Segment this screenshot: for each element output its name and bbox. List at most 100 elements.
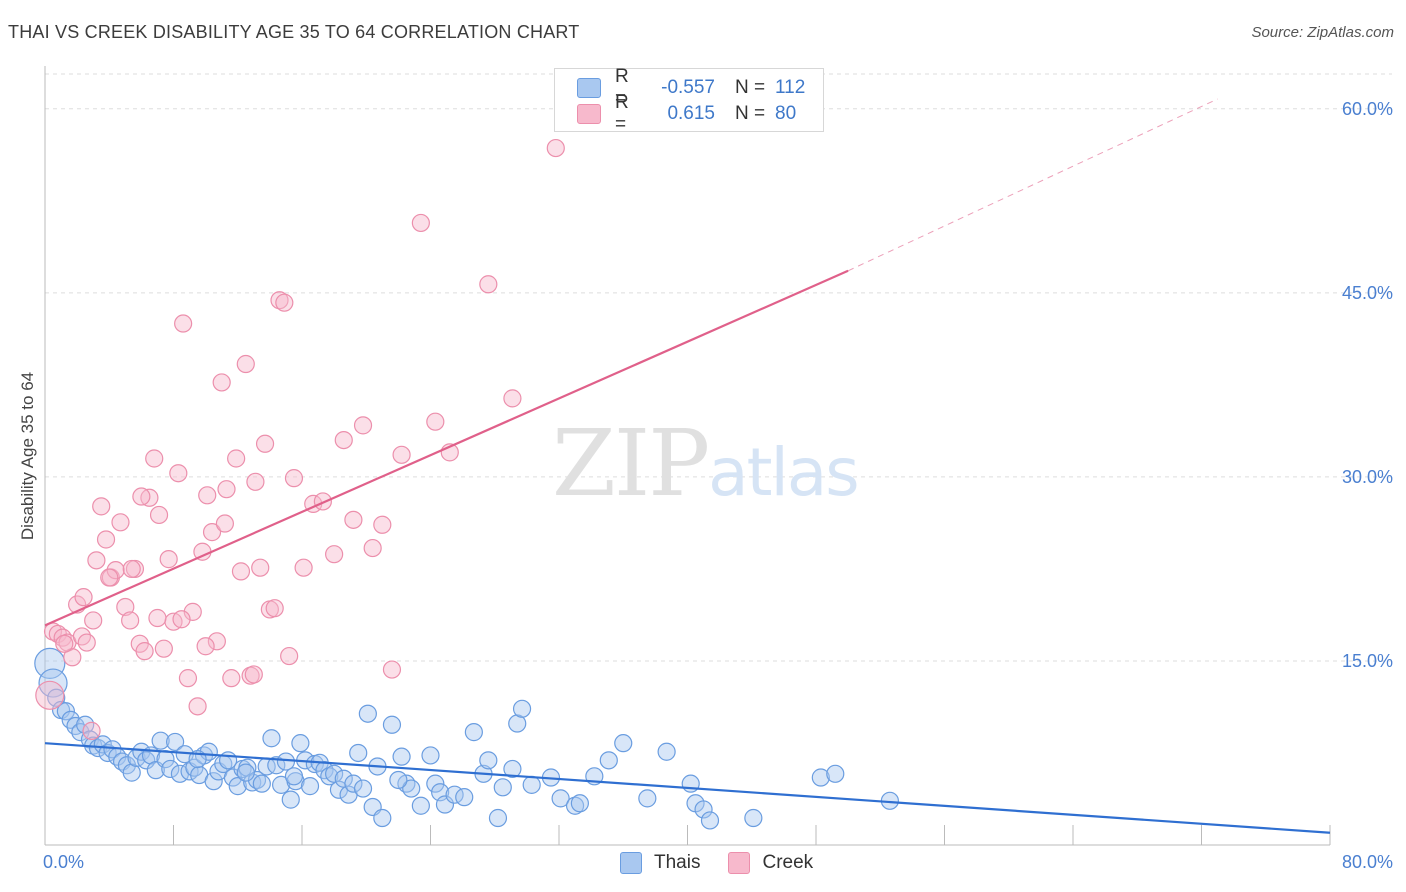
- creek-point: [363, 538, 382, 558]
- creek-point: [148, 608, 167, 628]
- creek-point: [172, 610, 191, 629]
- thais-point: [166, 732, 185, 752]
- y-tick-label: 30.0%: [1342, 467, 1393, 487]
- thais-point: [435, 795, 455, 814]
- creek-point: [294, 558, 313, 577]
- source-label: Source: ZipAtlas.com: [1251, 24, 1394, 41]
- thais-point: [243, 773, 262, 792]
- creek-point: [183, 602, 202, 621]
- creek-point: [132, 487, 151, 506]
- creek-point: [74, 588, 93, 607]
- creek-point: [270, 291, 289, 310]
- thais-point: [252, 774, 271, 793]
- thais-point: [56, 702, 75, 721]
- thais-point: [320, 767, 339, 786]
- creek-point: [215, 514, 234, 533]
- thais-point: [479, 751, 498, 770]
- thais-point: [744, 808, 763, 828]
- legend-item-thais[interactable]: Thais: [620, 852, 700, 874]
- creek-point: [149, 505, 169, 525]
- legend-row-creek: R = 0.615 N = 80: [577, 92, 797, 135]
- legend-n-value: 80: [775, 103, 797, 124]
- creek-point: [217, 480, 236, 499]
- thais-point: [358, 704, 377, 723]
- thais-point: [811, 768, 830, 787]
- creek-point: [280, 646, 299, 666]
- creek-trend-extension: [847, 98, 1218, 272]
- legend-r-label: R =: [615, 66, 629, 109]
- creek-point: [87, 551, 106, 570]
- thais-point: [349, 743, 368, 763]
- creek-point: [212, 373, 231, 392]
- creek-point: [284, 469, 304, 488]
- creek-point: [154, 639, 173, 658]
- y-tick-label: 45.0%: [1342, 283, 1393, 303]
- thais-point: [161, 759, 180, 779]
- thais-legend-swatch: [620, 852, 642, 874]
- thais-legend-label: Thais: [654, 852, 701, 873]
- creek-point: [135, 642, 154, 661]
- creek-point: [244, 665, 263, 684]
- creek-point: [96, 530, 116, 549]
- creek-point: [174, 314, 193, 333]
- legend-row-thais: R = -0.557 N = 112: [577, 66, 805, 109]
- creek-point: [116, 597, 135, 617]
- thais-point: [353, 779, 373, 798]
- creek-point: [55, 634, 74, 653]
- creek-point: [426, 412, 445, 431]
- creek-point: [231, 562, 251, 581]
- creek-point: [255, 434, 275, 453]
- creek-point: [265, 599, 284, 618]
- thais-point: [34, 647, 66, 680]
- creek-point: [411, 213, 430, 233]
- legend-r-value: 0.615: [667, 103, 715, 124]
- thais-point: [204, 772, 223, 791]
- creek-point: [503, 389, 522, 408]
- creek-point: [373, 515, 392, 534]
- thais-point: [344, 774, 363, 793]
- legend-r-value: -0.557: [661, 77, 715, 98]
- thais-point: [199, 742, 218, 761]
- thais-point: [291, 734, 310, 753]
- creek-point: [236, 354, 255, 374]
- creek-point: [334, 430, 353, 450]
- tick-labels: 15.0% 30.0% 45.0% 60.0% 0.0% 80.0%: [43, 99, 1393, 872]
- creek-point: [72, 627, 92, 646]
- creek-point: [227, 449, 246, 468]
- creek-points: [35, 138, 565, 740]
- chart-title: THAI VS CREEK DISABILITY AGE 35 TO 64 CO…: [8, 22, 580, 42]
- creek-legend-label: Creek: [762, 852, 814, 873]
- thais-point: [284, 767, 304, 786]
- watermark-zip: ZIP: [552, 410, 710, 517]
- creek-point: [111, 513, 130, 532]
- creek-point: [392, 445, 411, 464]
- creek-swatch: [577, 104, 601, 124]
- creek-point: [100, 568, 119, 587]
- thais-point: [551, 789, 570, 808]
- creek-point: [251, 558, 270, 577]
- creek-point: [35, 680, 65, 710]
- creek-point: [222, 669, 241, 688]
- thais-point: [236, 763, 255, 782]
- thais-point: [228, 777, 247, 796]
- creek-point: [178, 669, 198, 688]
- y-axis-label: Disability Age 35 to 64: [18, 372, 37, 540]
- thais-point: [262, 729, 281, 748]
- creek-point: [353, 416, 373, 435]
- thais-point: [272, 775, 291, 794]
- legend-item-creek[interactable]: Creek: [728, 852, 813, 874]
- thais-point: [389, 770, 408, 790]
- creek-point: [92, 497, 111, 516]
- thais-trend-line: [44, 742, 1331, 834]
- thais-point: [281, 790, 300, 809]
- creek-legend-swatch: [728, 852, 751, 874]
- creek-point: [198, 486, 217, 505]
- creek-point: [84, 611, 103, 630]
- thais-point: [826, 764, 845, 783]
- creek-point: [246, 472, 265, 491]
- thais-points: [34, 647, 899, 830]
- thais-point: [382, 715, 402, 734]
- creek-point: [159, 550, 178, 569]
- creek-point: [382, 660, 402, 679]
- watermark-atlas: atlas: [708, 434, 859, 511]
